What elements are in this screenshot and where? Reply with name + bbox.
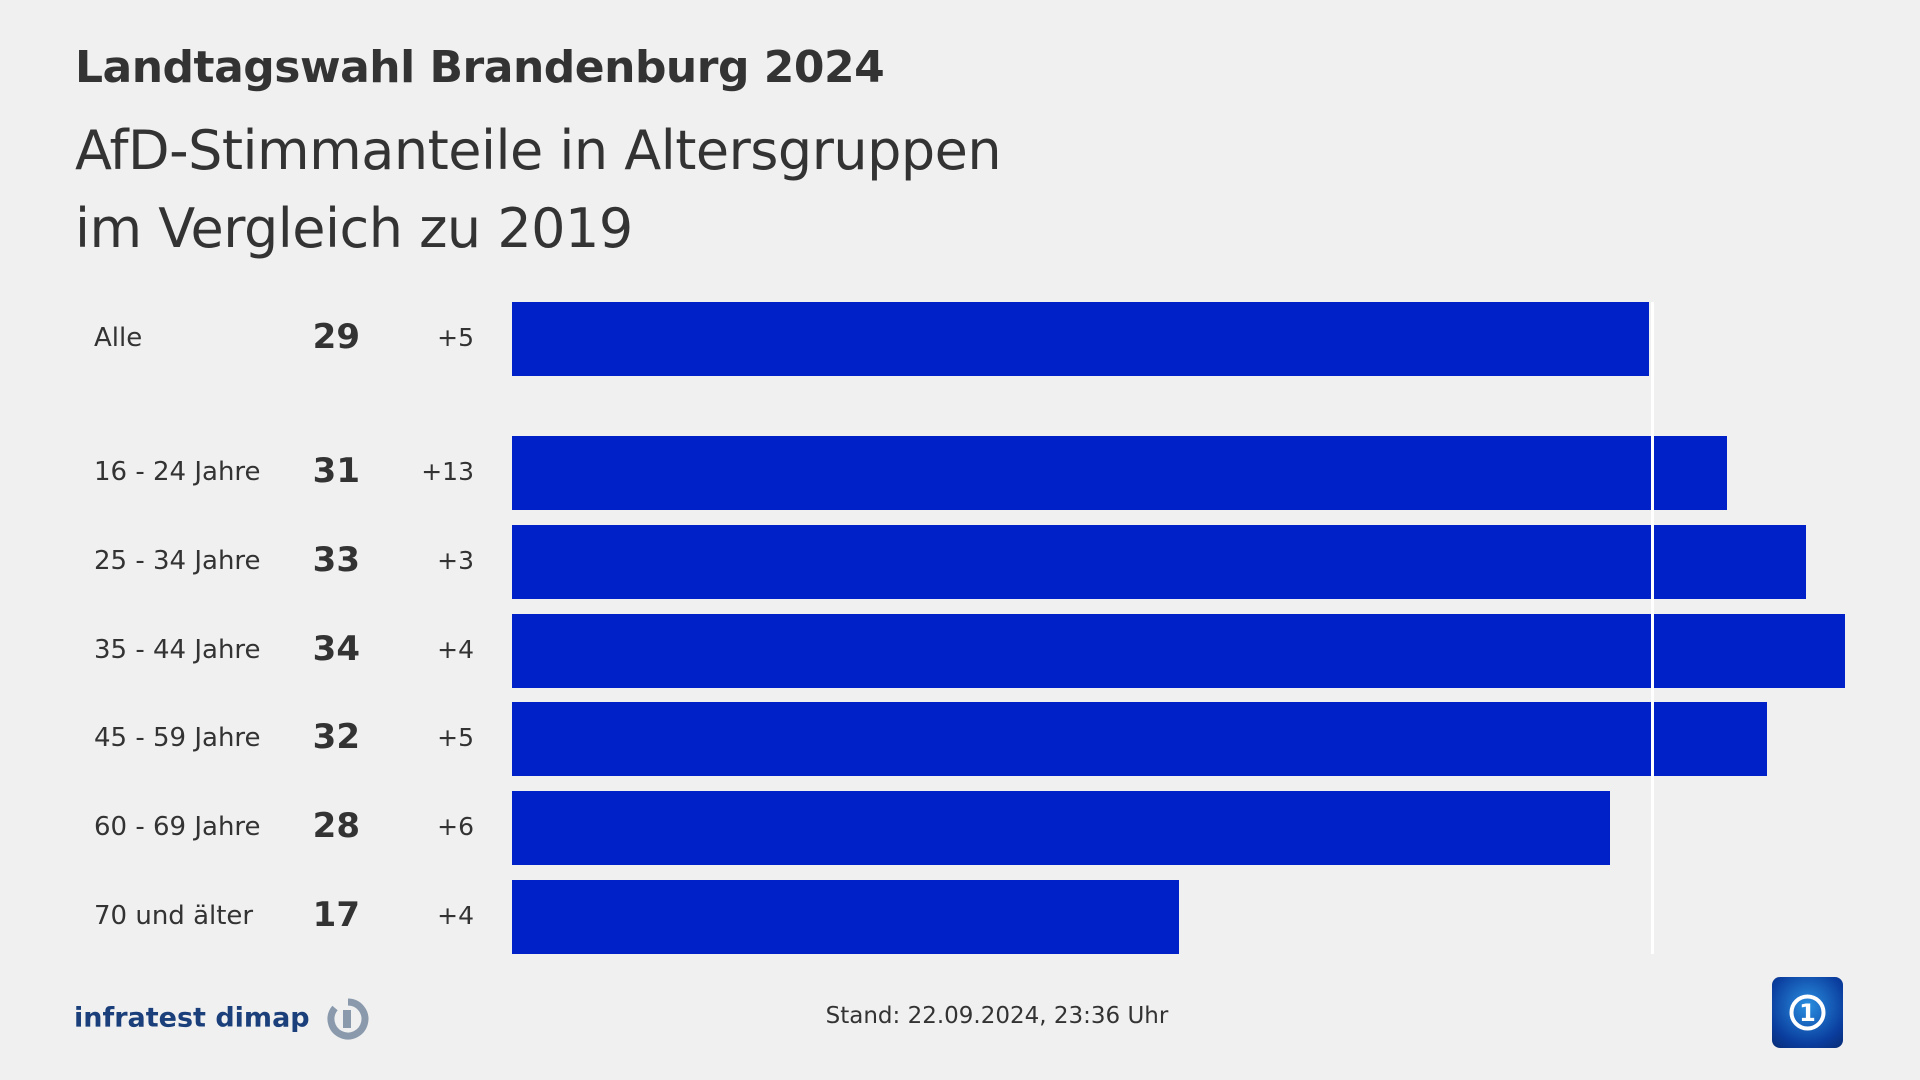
svg-text:1: 1	[1799, 999, 1816, 1027]
change-label: +3	[437, 546, 474, 575]
change-label: +4	[437, 901, 474, 930]
change-label: +6	[437, 812, 474, 841]
value-label: 34	[312, 629, 360, 669]
value-label: 32	[312, 717, 360, 757]
category-label: 70 und älter	[94, 901, 254, 931]
bar	[512, 436, 1728, 510]
change-label: +4	[437, 635, 474, 664]
subtitle-line-1: AfD-Stimmanteile in Altersgruppen	[75, 119, 1002, 182]
category-label: 45 - 59 Jahre	[94, 723, 261, 753]
bar	[512, 880, 1179, 954]
change-label: +5	[437, 723, 474, 752]
infratest-logo-icon	[327, 998, 369, 1040]
subtitle-line-2: im Vergleich zu 2019	[75, 197, 633, 260]
change-label: +5	[437, 323, 474, 352]
source-text: infratest dimap	[74, 1002, 310, 1034]
reference-line	[1650, 302, 1654, 954]
value-label: 29	[312, 317, 360, 357]
category-label: 60 - 69 Jahre	[94, 812, 261, 842]
category-label: 16 - 24 Jahre	[94, 457, 261, 487]
value-label: 17	[312, 895, 360, 935]
bar	[512, 614, 1845, 688]
bar	[512, 702, 1767, 776]
source-logo: infratest dimap	[74, 996, 371, 1042]
value-label: 31	[312, 451, 360, 491]
bar	[512, 302, 1649, 376]
value-label: 33	[312, 540, 360, 580]
timestamp: Stand: 22.09.2024, 23:36 Uhr	[825, 1003, 1169, 1029]
chart-subtitle: AfD-Stimmanteile in Altersgruppen im Ver…	[75, 112, 1275, 268]
chart-title: Landtagswahl Brandenburg 2024	[75, 42, 885, 93]
ard-logo-icon: 1	[1772, 977, 1843, 1048]
bar	[512, 525, 1806, 599]
change-label: +13	[421, 457, 474, 486]
bar	[512, 791, 1610, 865]
category-label: 35 - 44 Jahre	[94, 635, 261, 665]
category-label: Alle	[94, 323, 143, 353]
category-label: 25 - 34 Jahre	[94, 546, 261, 576]
value-label: 28	[312, 806, 360, 846]
